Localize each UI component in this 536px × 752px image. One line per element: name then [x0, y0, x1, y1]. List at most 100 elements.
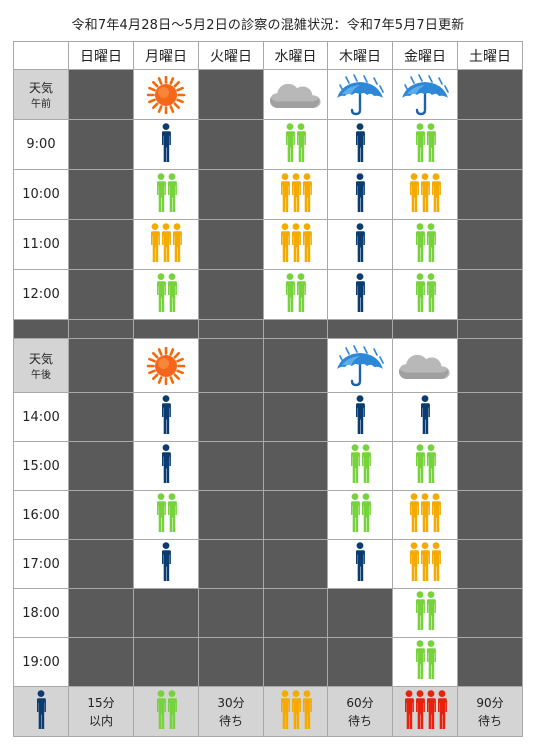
person-icon	[161, 395, 171, 435]
closed-cell	[457, 69, 523, 120]
closed-cell	[198, 490, 264, 540]
closed-cell	[327, 637, 393, 687]
time-row: 14:00	[13, 392, 523, 442]
closed-cell	[457, 392, 523, 442]
status-cell	[392, 539, 458, 589]
schedule-table: 日曜日 月曜日 火曜日 水曜日 木曜日 金曜日 土曜日 天気 午前 9:00 10:00 11:00 1…	[13, 41, 523, 737]
corner-cell	[13, 41, 69, 70]
weather-label: 天気 午前	[13, 69, 69, 120]
two-people-icon	[415, 640, 436, 680]
weather-label-top: 天気	[28, 351, 53, 366]
two-people-icon	[415, 122, 436, 163]
time-row: 19:00	[13, 637, 523, 687]
time-row: 15:00	[13, 441, 523, 491]
weather-row: 天気 午後	[13, 338, 523, 393]
closed-cell	[68, 338, 134, 393]
day-header: 土曜日	[457, 41, 523, 70]
two-people-icon	[415, 591, 436, 631]
closed-cell	[198, 119, 264, 170]
closed-cell	[457, 269, 523, 320]
two-people-icon	[415, 444, 436, 484]
status-cell	[263, 219, 328, 270]
legend-icon-cell	[133, 686, 199, 737]
three-people-icon	[280, 172, 312, 213]
closed-cell	[263, 490, 328, 540]
weather-cell	[392, 338, 458, 393]
time-row: 16:00	[13, 490, 523, 540]
legend-wait-note: 待ち	[218, 713, 243, 728]
closed-cell	[327, 588, 393, 638]
three-people-icon	[409, 172, 441, 213]
status-cell	[133, 441, 199, 491]
closed-cell	[457, 539, 523, 589]
two-people-icon	[156, 493, 177, 533]
two-people-icon	[415, 222, 436, 263]
time-label: 11:00	[13, 219, 69, 270]
status-cell	[392, 219, 458, 270]
status-cell	[263, 119, 328, 170]
two-people-icon	[415, 272, 436, 313]
person-icon	[355, 172, 365, 213]
closed-cell	[263, 441, 328, 491]
closed-cell	[198, 392, 264, 442]
person-icon	[161, 444, 171, 484]
four-people-icon	[404, 689, 447, 730]
legend-wait-time: 30分	[217, 695, 245, 710]
page-title: 令和7年4月28日～5月2日の診察の混雑状況：令和7年5月7日更新	[71, 18, 465, 33]
two-people-icon	[350, 444, 371, 484]
closed-cell	[68, 490, 134, 540]
person-icon	[161, 542, 171, 582]
status-cell	[392, 637, 458, 687]
closed-cell	[198, 69, 264, 120]
weather-label-bottom: 午前	[31, 98, 51, 110]
status-cell	[392, 269, 458, 320]
time-label: 10:00	[13, 169, 69, 220]
closed-cell	[457, 219, 523, 270]
lunch-separator	[13, 319, 523, 339]
status-cell	[133, 539, 199, 589]
closed-cell	[457, 169, 523, 220]
status-cell	[327, 490, 393, 540]
person-icon	[355, 122, 365, 163]
legend-text-cell: 30分待ち	[198, 686, 264, 737]
person-icon	[355, 542, 365, 582]
day-header: 金曜日	[392, 41, 458, 70]
person-icon	[36, 689, 46, 730]
status-cell	[392, 588, 458, 638]
time-row: 17:00	[13, 539, 523, 589]
weather-label-top: 天気	[28, 80, 53, 95]
cloud-icon	[393, 349, 457, 383]
closed-cell	[133, 588, 199, 638]
rain-umbrella-icon	[393, 73, 457, 116]
closed-cell	[198, 441, 264, 491]
two-people-icon	[285, 272, 306, 313]
two-people-icon	[156, 172, 177, 213]
closed-cell	[68, 441, 134, 491]
legend-row: 15分 以内 30分 待ち 60分 待ち 90分 待ち	[13, 686, 523, 737]
time-label: 19:00	[13, 637, 69, 687]
legend-icon-cell	[263, 686, 328, 737]
time-row: 18:00	[13, 588, 523, 638]
status-cell	[392, 441, 458, 491]
weather-cell	[327, 69, 393, 120]
legend-text-cell: 15分 以内	[68, 686, 134, 737]
weather-cell	[327, 338, 393, 393]
closed-cell	[68, 392, 134, 442]
closed-cell	[198, 539, 264, 589]
status-cell	[392, 392, 458, 442]
day-header-row: 日曜日 月曜日 火曜日 水曜日 木曜日 金曜日 土曜日	[13, 41, 523, 70]
person-icon	[161, 122, 171, 163]
day-header: 木曜日	[327, 41, 393, 70]
sun-icon	[134, 75, 198, 114]
status-cell	[327, 169, 393, 220]
closed-cell	[68, 539, 134, 589]
time-label: 14:00	[13, 392, 69, 442]
closed-cell	[68, 219, 134, 270]
person-icon	[355, 395, 365, 435]
closed-cell	[263, 392, 328, 442]
two-people-icon	[285, 122, 306, 163]
legend-wait-note: 以内	[88, 713, 113, 728]
status-cell	[327, 392, 393, 442]
weather-cell	[392, 69, 458, 120]
status-cell	[263, 269, 328, 320]
